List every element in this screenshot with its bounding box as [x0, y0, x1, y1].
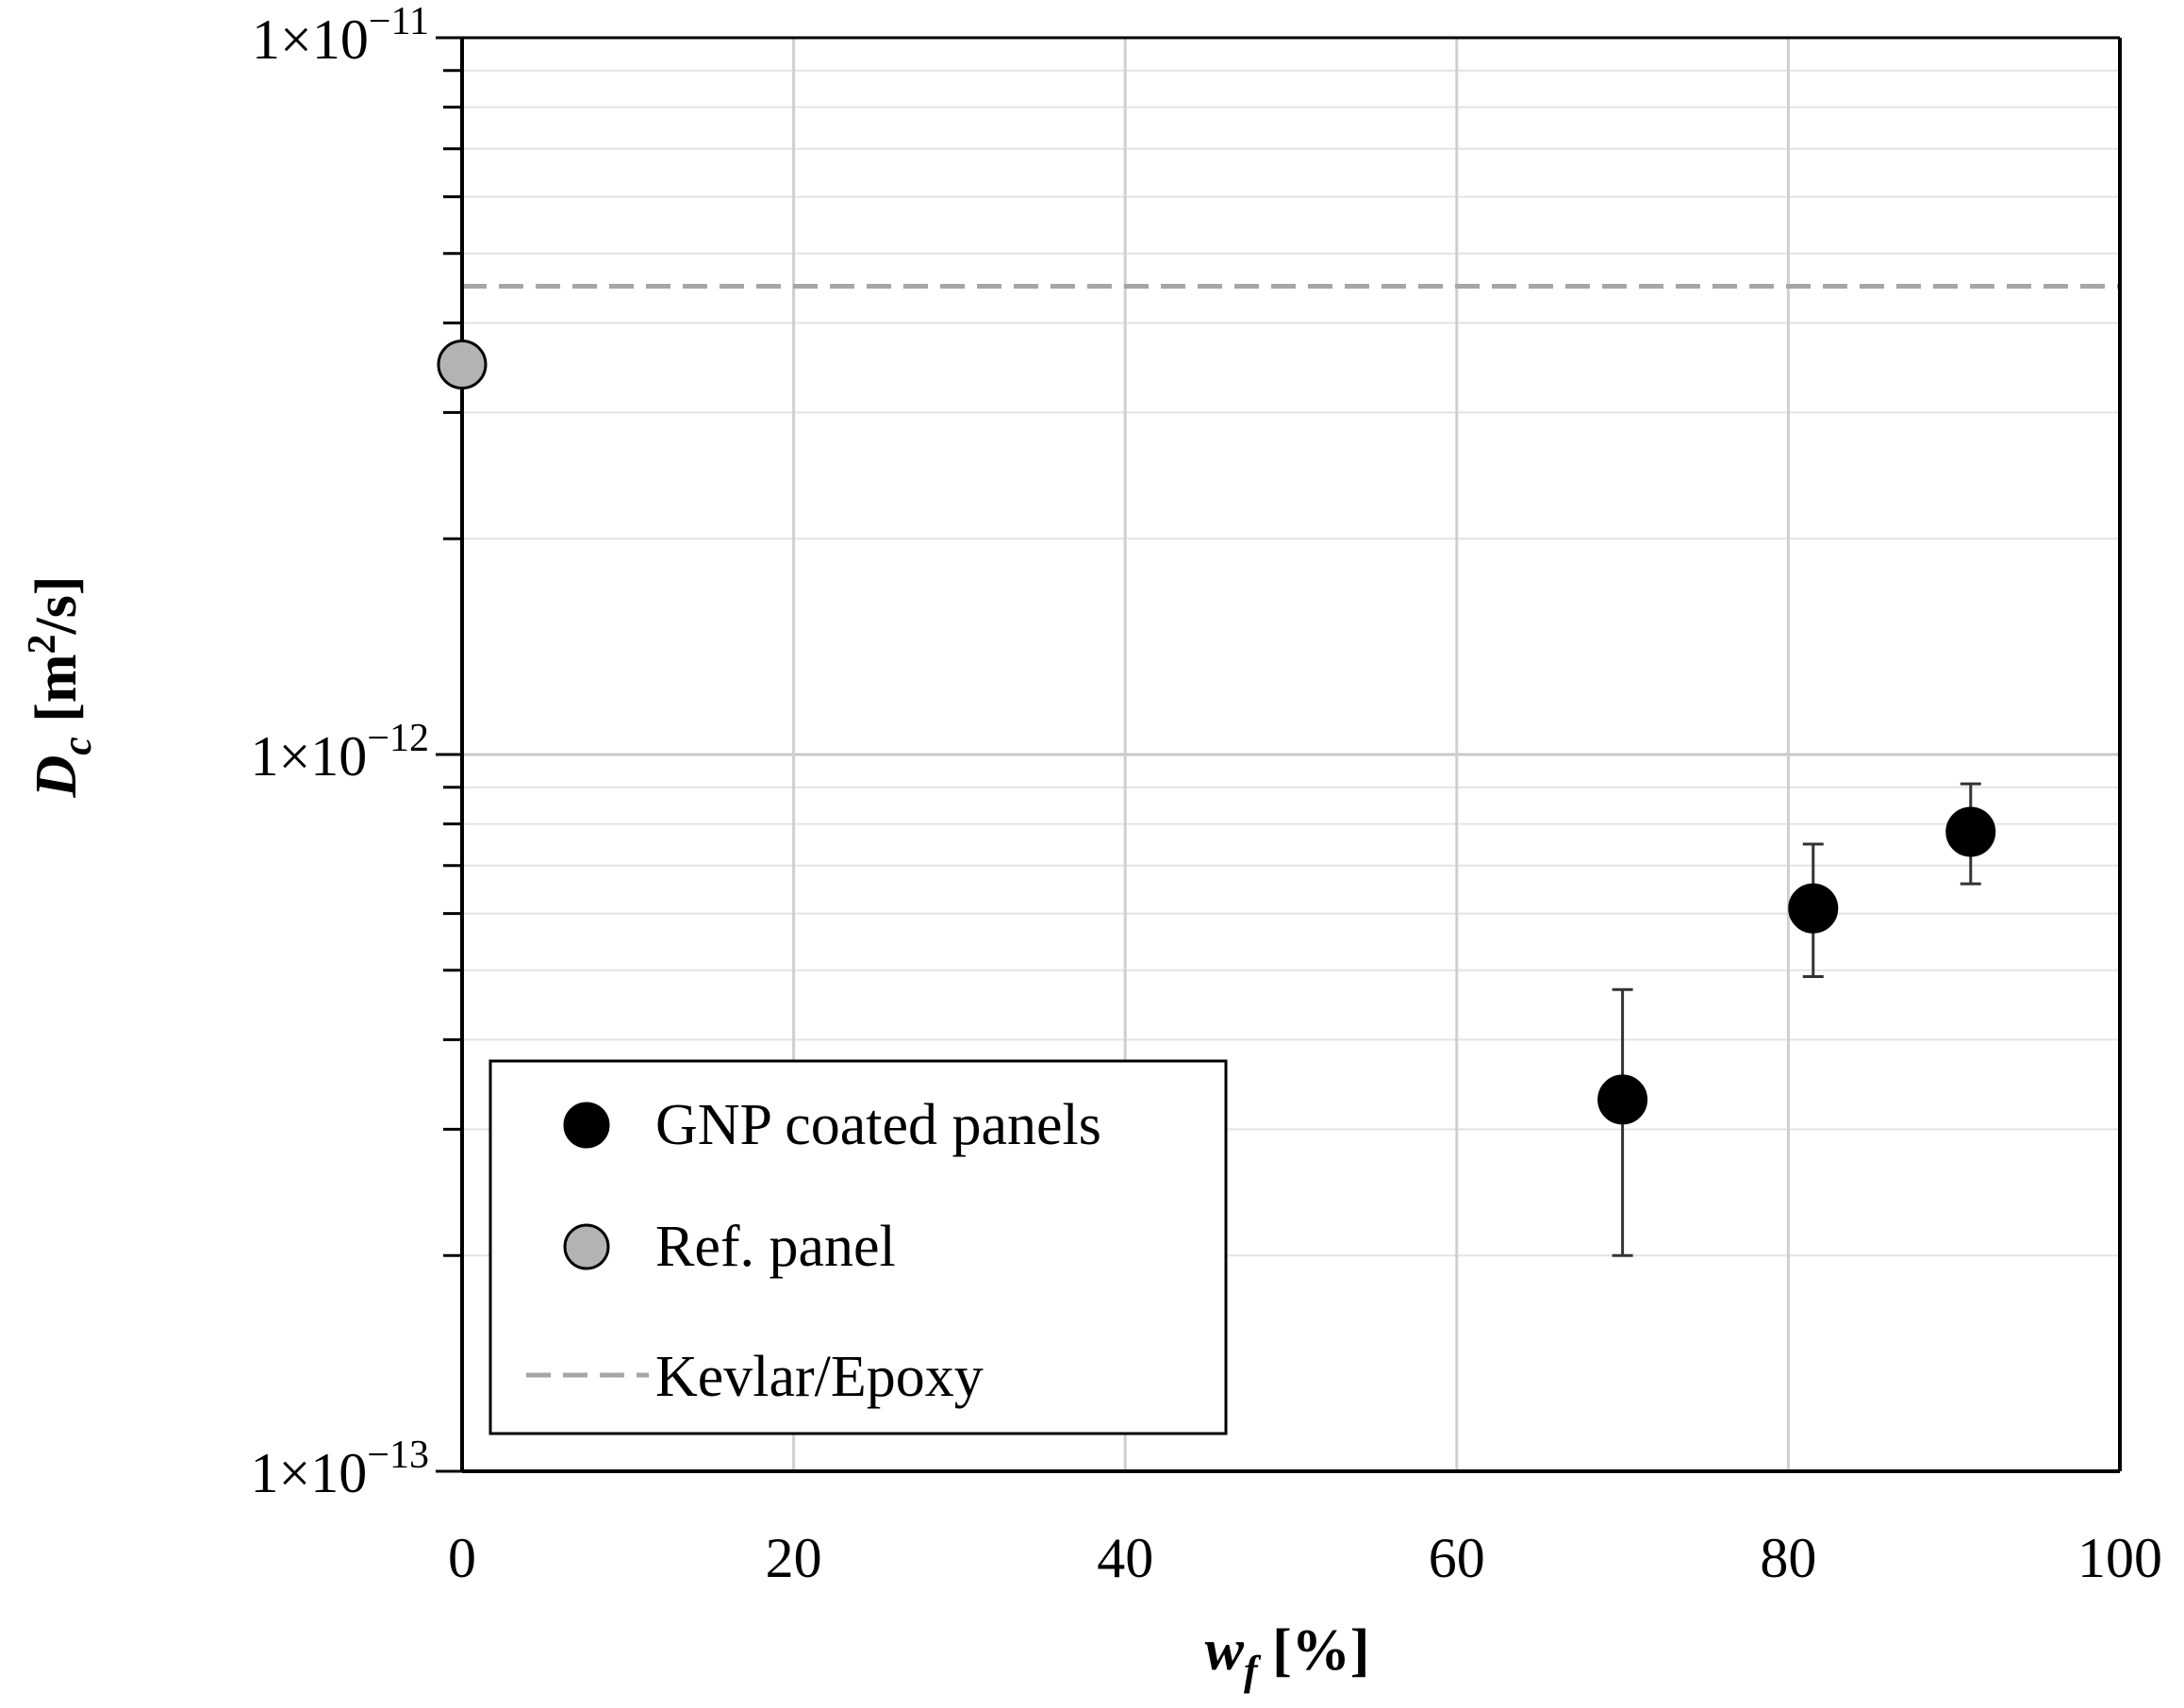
y-tick-label: 1×10−13 — [250, 1434, 429, 1504]
legend-ref-label: Ref. panel — [655, 1215, 896, 1279]
gnp-data-point — [1597, 1074, 1648, 1125]
legend-kevlar-label: Kevlar/Epoxy — [655, 1345, 984, 1409]
ref-panel-data-point — [437, 340, 488, 390]
y-tick-label: 1×10−12 — [250, 717, 429, 788]
legend-box — [488, 1059, 1228, 1435]
x-tick-label: 0 — [448, 1527, 476, 1589]
data-points — [437, 340, 1996, 1257]
x-tick-label: 80 — [1760, 1527, 1816, 1589]
tick-labels: 1×10−11 1×10−12 1×10−13 0 20 40 60 80 100 — [250, 0, 2162, 1589]
legend-ref-marker — [563, 1223, 610, 1270]
y-tick-label: 1×10−11 — [252, 0, 429, 71]
y-axis-title: Dc [m2/s] — [21, 575, 100, 798]
legend-gnp-marker — [563, 1102, 610, 1149]
x-axis-title: wf [%] — [1205, 1618, 1370, 1694]
legend: GNP coated panels Ref. panel Kevlar/Epox… — [488, 1059, 1228, 1435]
x-tick-label: 100 — [2077, 1527, 2162, 1589]
axes — [436, 36, 2122, 1473]
x-tick-label: 40 — [1097, 1527, 1153, 1589]
x-tick-label: 20 — [766, 1527, 822, 1589]
x-tick-label: 60 — [1429, 1527, 1485, 1589]
legend-gnp-label: GNP coated panels — [655, 1093, 1101, 1157]
gnp-data-point — [1788, 883, 1839, 934]
gnp-data-point — [1945, 806, 1996, 857]
